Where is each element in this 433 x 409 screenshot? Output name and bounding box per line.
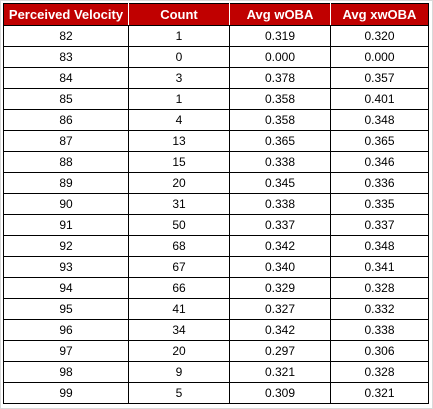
cell-avg-xwoba: 0.320	[330, 25, 429, 47]
cell-avg-woba: 0.378	[229, 67, 331, 89]
cell-avg-woba: 0.338	[229, 151, 331, 173]
cell-count: 15	[128, 151, 230, 173]
cell-avg-woba: 0.000	[229, 46, 331, 68]
cell-perceived-velocity: 99	[3, 382, 129, 404]
cell-avg-xwoba: 0.357	[330, 67, 429, 89]
cell-perceived-velocity: 84	[3, 67, 129, 89]
header-count: Count	[128, 3, 230, 26]
table-body: 82 1 0.319 0.320 83 0 0.000 0.000 84 3 0.378 0.357 8…	[3, 25, 429, 404]
cell-avg-xwoba: 0.336	[330, 172, 429, 194]
cell-avg-xwoba: 0.341	[330, 256, 429, 278]
cell-avg-xwoba: 0.335	[330, 193, 429, 215]
cell-count: 1	[128, 88, 230, 110]
header-avg-woba: Avg wOBA	[229, 3, 331, 26]
table-row: 95 41 0.327 0.332	[3, 298, 429, 320]
table-row: 86 4 0.358 0.348	[3, 109, 429, 131]
cell-count: 13	[128, 130, 230, 152]
table-row: 84 3 0.378 0.357	[3, 67, 429, 89]
cell-avg-xwoba: 0.346	[330, 151, 429, 173]
table-row: 92 68 0.342 0.348	[3, 235, 429, 257]
cell-perceived-velocity: 89	[3, 172, 129, 194]
cell-perceived-velocity: 82	[3, 25, 129, 47]
table-row: 99 5 0.309 0.321	[3, 382, 429, 404]
cell-perceived-velocity: 91	[3, 214, 129, 236]
table-row: 88 15 0.338 0.346	[3, 151, 429, 173]
cell-perceived-velocity: 92	[3, 235, 129, 257]
cell-avg-xwoba: 0.348	[330, 109, 429, 131]
cell-avg-xwoba: 0.337	[330, 214, 429, 236]
cell-avg-woba: 0.345	[229, 172, 331, 194]
cell-avg-woba: 0.338	[229, 193, 331, 215]
cell-count: 20	[128, 340, 230, 362]
table-row: 89 20 0.345 0.336	[3, 172, 429, 194]
cell-perceived-velocity: 96	[3, 319, 129, 341]
cell-avg-xwoba: 0.365	[330, 130, 429, 152]
cell-avg-woba: 0.337	[229, 214, 331, 236]
cell-avg-woba: 0.319	[229, 25, 331, 47]
cell-perceived-velocity: 90	[3, 193, 129, 215]
table-row: 94 66 0.329 0.328	[3, 277, 429, 299]
cell-avg-woba: 0.309	[229, 382, 331, 404]
cell-avg-xwoba: 0.306	[330, 340, 429, 362]
cell-count: 20	[128, 172, 230, 194]
cell-count: 3	[128, 67, 230, 89]
cell-avg-woba: 0.365	[229, 130, 331, 152]
table-row: 90 31 0.338 0.335	[3, 193, 429, 215]
cell-avg-woba: 0.329	[229, 277, 331, 299]
cell-avg-woba: 0.321	[229, 361, 331, 383]
cell-perceived-velocity: 83	[3, 46, 129, 68]
cell-count: 9	[128, 361, 230, 383]
table-row: 91 50 0.337 0.337	[3, 214, 429, 236]
cell-perceived-velocity: 86	[3, 109, 129, 131]
table-row: 98 9 0.321 0.328	[3, 361, 429, 383]
cell-avg-xwoba: 0.348	[330, 235, 429, 257]
cell-avg-xwoba: 0.321	[330, 382, 429, 404]
cell-avg-xwoba: 0.328	[330, 361, 429, 383]
cell-perceived-velocity: 95	[3, 298, 129, 320]
cell-perceived-velocity: 87	[3, 130, 129, 152]
cell-avg-woba: 0.342	[229, 235, 331, 257]
cell-perceived-velocity: 94	[3, 277, 129, 299]
cell-perceived-velocity: 88	[3, 151, 129, 173]
cell-count: 34	[128, 319, 230, 341]
header-row: Perceived Velocity Count Avg wOBA Avg xw…	[3, 3, 429, 26]
table-row: 97 20 0.297 0.306	[3, 340, 429, 362]
cell-count: 41	[128, 298, 230, 320]
table-row: 82 1 0.319 0.320	[3, 25, 429, 47]
cell-avg-woba: 0.327	[229, 298, 331, 320]
cell-perceived-velocity: 98	[3, 361, 129, 383]
header-avg-xwoba: Avg xwOBA	[330, 3, 429, 26]
cell-count: 31	[128, 193, 230, 215]
velocity-woba-table: Perceived Velocity Count Avg wOBA Avg xw…	[3, 3, 429, 404]
cell-avg-woba: 0.342	[229, 319, 331, 341]
header-perceived-velocity: Perceived Velocity	[3, 3, 129, 26]
cell-count: 4	[128, 109, 230, 131]
cell-count: 1	[128, 25, 230, 47]
cell-avg-woba: 0.358	[229, 88, 331, 110]
table-row: 87 13 0.365 0.365	[3, 130, 429, 152]
table-row: 96 34 0.342 0.338	[3, 319, 429, 341]
cell-count: 50	[128, 214, 230, 236]
table-row: 83 0 0.000 0.000	[3, 46, 429, 68]
table-row: 93 67 0.340 0.341	[3, 256, 429, 278]
cell-avg-woba: 0.358	[229, 109, 331, 131]
cell-avg-xwoba: 0.328	[330, 277, 429, 299]
cell-avg-xwoba: 0.338	[330, 319, 429, 341]
cell-avg-xwoba: 0.000	[330, 46, 429, 68]
cell-avg-woba: 0.340	[229, 256, 331, 278]
cell-count: 67	[128, 256, 230, 278]
cell-perceived-velocity: 85	[3, 88, 129, 110]
cell-perceived-velocity: 93	[3, 256, 129, 278]
cell-perceived-velocity: 97	[3, 340, 129, 362]
cell-avg-woba: 0.297	[229, 340, 331, 362]
cell-count: 0	[128, 46, 230, 68]
cell-count: 68	[128, 235, 230, 257]
cell-count: 66	[128, 277, 230, 299]
table-row: 85 1 0.358 0.401	[3, 88, 429, 110]
cell-count: 5	[128, 382, 230, 404]
cell-avg-xwoba: 0.401	[330, 88, 429, 110]
cell-avg-xwoba: 0.332	[330, 298, 429, 320]
